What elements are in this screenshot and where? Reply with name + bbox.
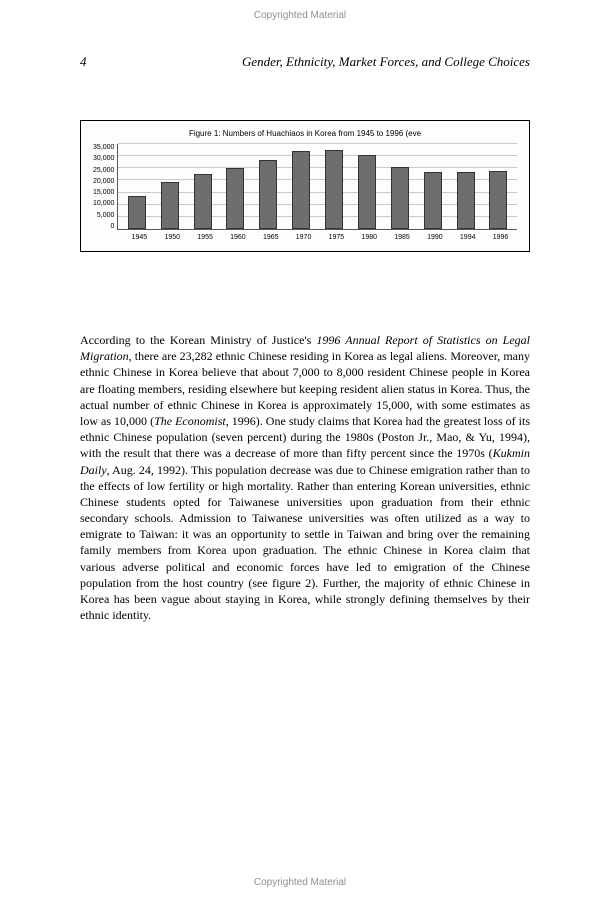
text-run: , Aug. 24, 1992). This population decrea… [80,463,530,623]
y-tick-label: 15,000 [93,189,114,196]
x-tick-label: 1945 [132,234,148,241]
bar [292,151,310,229]
bar [391,167,409,229]
running-title: Gender, Ethnicity, Market Forces, and Co… [242,54,530,70]
figure-1: Figure 1: Numbers of Huachiaos in Korea … [80,120,530,252]
y-tick-label: 35,000 [93,144,114,151]
x-tick-label: 1960 [230,234,246,241]
bar [325,150,343,229]
copyright-bottom: Copyrighted Material [0,877,600,888]
x-tick-label: 1985 [394,234,410,241]
x-tick-label: 1965 [263,234,279,241]
text-run: According to the Korean Ministry of Just… [80,333,316,347]
bar [457,172,475,229]
y-tick-label: 30,000 [93,155,114,162]
x-tick-label: 1950 [164,234,180,241]
bar-chart: 35,000 30,000 25,000 20,000 15,000 10,000 5,00… [93,144,517,230]
bar [128,196,146,229]
x-tick-label: 1975 [329,234,345,241]
page-number: 4 [80,54,87,70]
bar [226,168,244,229]
page-content: 4 Gender, Ethnicity, Market Forces, and … [0,0,600,663]
grid-line [118,143,517,144]
bar [161,182,179,229]
plot-area [117,144,517,230]
y-tick-label: 5,000 [97,212,115,219]
italic-citation: The Economist [154,414,226,428]
bar [489,171,507,229]
figure-title: Figure 1: Numbers of Huachiaos in Korea … [93,129,517,138]
x-axis: 1945 1950 1955 1960 1965 1970 1975 1980 1985 1990… [93,234,517,241]
bar [358,155,376,229]
bar [194,174,212,229]
grid-line [118,155,517,156]
bar [424,172,442,229]
x-tick-label: 1996 [493,234,509,241]
x-tick-label: 1955 [197,234,213,241]
y-axis: 35,000 30,000 25,000 20,000 15,000 10,000 5,00… [93,144,117,230]
x-tick-label: 1980 [361,234,377,241]
body-paragraph: According to the Korean Ministry of Just… [80,332,530,623]
bar [259,160,277,229]
x-tick-label: 1970 [296,234,312,241]
y-tick-label: 0 [111,223,115,230]
page-header: 4 Gender, Ethnicity, Market Forces, and … [80,54,530,70]
x-tick-label: 1990 [427,234,443,241]
y-tick-label: 20,000 [93,178,114,185]
y-tick-label: 10,000 [93,200,114,207]
grid-line [118,167,517,168]
copyright-top: Copyrighted Material [0,10,600,21]
x-tick-label: 1994 [460,234,476,241]
y-tick-label: 25,000 [93,167,114,174]
